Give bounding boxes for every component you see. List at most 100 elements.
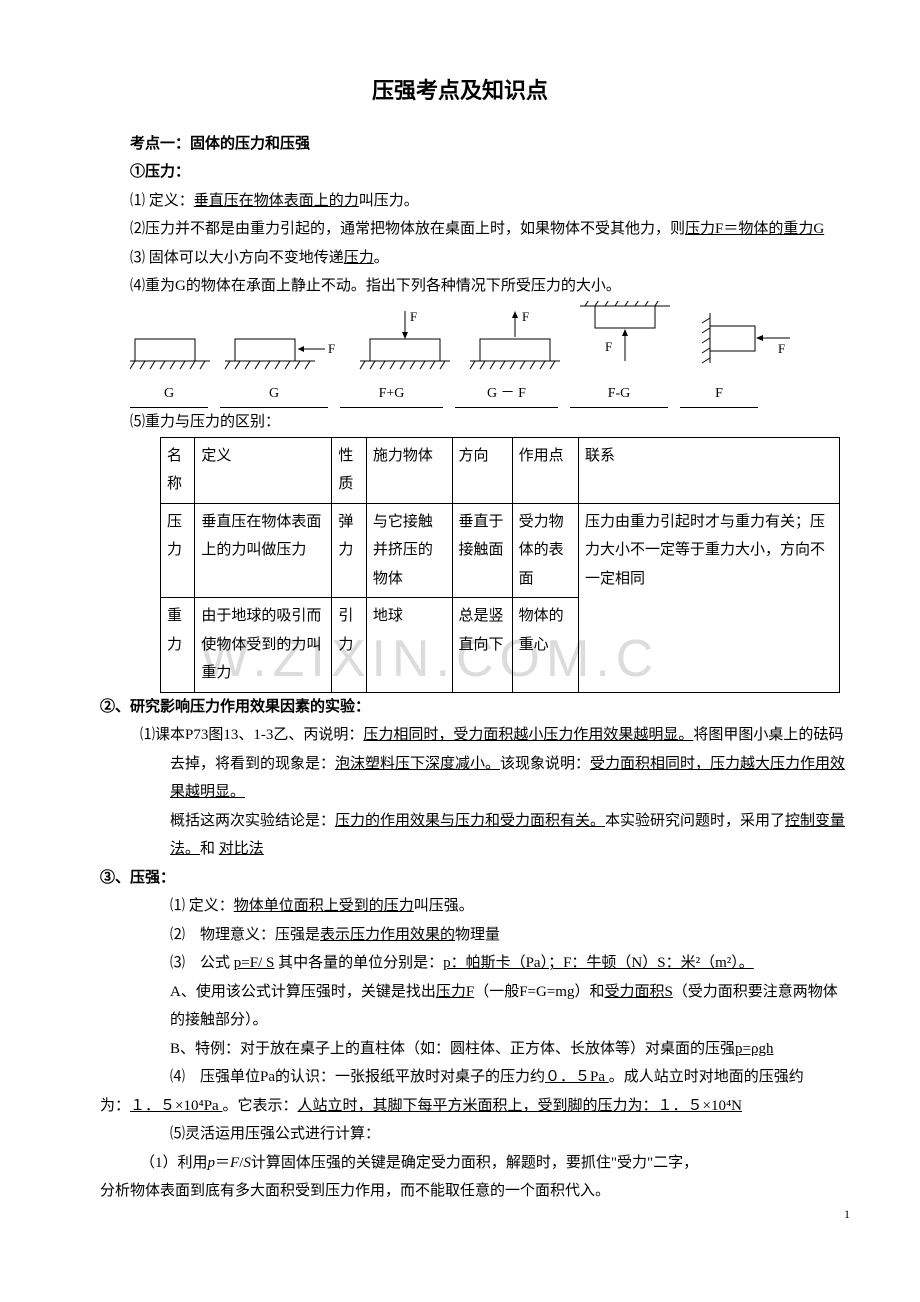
t: ⑶ 公式 (170, 955, 234, 971)
t: 物理量 (455, 927, 500, 943)
para-s3-2: ⑵ 物理意义：压强是表示压力作用效果的物理量 (70, 921, 850, 950)
ans: G (130, 381, 208, 409)
ans: G － F (455, 381, 558, 409)
td: 垂直压在物体表面上的力叫做压力 (195, 503, 332, 598)
t: ⑴ 定义： (130, 193, 194, 209)
page-number: 1 (844, 1203, 850, 1226)
ans: G (220, 381, 328, 409)
ans: F (680, 381, 758, 409)
t: 压力 (344, 250, 374, 266)
para-s3-B: B、特例：对于放在桌子上的直柱体（如：圆柱体、正方体、长放体等）对桌面的压强p=… (70, 1035, 850, 1064)
para-s3-5: ⑸灵活运用压强公式进行计算： (70, 1120, 850, 1149)
heading-s1: ①压力： (70, 158, 850, 187)
t: p：帕斯卡（Pa）；F：牛顿（N）S：米²（m²）。 (443, 955, 754, 971)
t: 表示压力作用效果的 (320, 927, 455, 943)
t: 。它表示： (222, 1098, 297, 1114)
th: 定义 (195, 437, 332, 503)
t: １．５×10⁴Pa (130, 1098, 222, 1114)
answers-row: G G F+G G － F F-G F (70, 381, 850, 409)
td: 与它接触并挤压的物体 (366, 503, 452, 598)
t: 压力相同时，受力面积越小压力作用效果越明显。 (363, 727, 693, 743)
th: 施力物体 (366, 437, 452, 503)
t: 人站立时，其脚下每平方米面积上，受到脚的压力为：１．５×10⁴N (297, 1098, 742, 1114)
para-s3-5-1: （1）利用p＝F/S计算固体压强的关键是确定受力面积，解题时，要抓住"受力"二字… (70, 1149, 850, 1178)
t: ⑷ 压强单位Pa的认识：一张报纸平放时对桌子的压力约 (170, 1069, 545, 1085)
td: 弹力 (332, 503, 366, 598)
ans: F+G (340, 381, 443, 409)
page-title: 压强考点及知识点 (70, 70, 850, 112)
t: S (243, 1155, 251, 1171)
para-s3-4a: ⑷ 压强单位Pa的认识：一张报纸平放时对桌子的压力约０．５Pa 。成人站立时对地… (70, 1063, 850, 1092)
para-s1-5: ⑸重力与压力的区别： (70, 408, 850, 437)
t: p (208, 1155, 216, 1171)
td: 压力由重力引起时才与重力有关；压力大小不一定等于重力大小，方向不一定相同 (579, 503, 840, 692)
t: 压力F＝物体的重力G (685, 221, 824, 237)
td: 受力物体的表面 (512, 503, 578, 598)
td: 引力 (332, 598, 366, 693)
heading-k1: 考点一：固体的压力和压强 (70, 130, 850, 159)
td: 由于地球的吸引而使物体受到的力叫重力 (195, 598, 332, 693)
ans: F-G (570, 381, 668, 409)
t: ０．５Pa (545, 1069, 609, 1085)
th: 作用点 (512, 437, 578, 503)
t: 其中各量的单位分别是： (274, 955, 443, 971)
th: 联系 (579, 437, 840, 503)
t: 压力F (436, 984, 474, 1000)
t: p=ρgh (735, 1041, 773, 1057)
t: p=F/ S (234, 955, 275, 971)
force-diagrams: F F F F (130, 301, 910, 381)
para-s3-A: A、使用该公式计算压强时，关键是找出压力F（一般F=G=mg）和受力面积S（受力… (70, 978, 850, 1035)
th: 性质 (332, 437, 366, 503)
th: 名称 (161, 437, 195, 503)
t: 和 (200, 841, 219, 857)
t: F (230, 1155, 239, 1171)
t: 该现象说明： (500, 756, 590, 772)
t: （1）利用 (140, 1155, 208, 1171)
td: 物体的重心 (512, 598, 578, 693)
para-s1-1: ⑴ 定义：垂直压在物体表面上的力叫压力。 (70, 187, 850, 216)
t: 。 (374, 250, 389, 266)
para-s3-5-2: 分析物体表面到底有多大面积受到压力作用，而不能取任意的一个面积代入。 (70, 1177, 850, 1206)
svg-text:F: F (605, 339, 612, 354)
para-s1-3: ⑶ 固体可以大小方向不变地传递压力。 (70, 244, 850, 273)
svg-text:F: F (522, 309, 529, 324)
t: 泡沫塑料压下深度减小。 (335, 756, 500, 772)
heading-s2: ②、研究影响压力作用效果因素的实验： (70, 693, 850, 722)
t: 叫压力。 (359, 193, 419, 209)
t: ⑵ 物理意义：压强是 (170, 927, 320, 943)
th: 方向 (452, 437, 512, 503)
para-s1-4: ⑷重为G的物体在承面上静止不动。指出下列各种情况下所受压力的大小。 (70, 272, 850, 301)
td: 垂直于接触面 (452, 503, 512, 598)
t: 。成人站立时对地面的压强约 (609, 1069, 804, 1085)
t: 对比法 (219, 841, 264, 857)
t: 物体单位面积上受到的压力 (234, 898, 414, 914)
comparison-table: 名称 定义 性质 施力物体 方向 作用点 联系 压力 垂直压在物体表面上的力叫做… (160, 437, 840, 693)
para-s3-3: ⑶ 公式 p=F/ S 其中各量的单位分别是：p：帕斯卡（Pa）；F：牛顿（N）… (70, 949, 850, 978)
svg-text:F: F (410, 309, 417, 324)
heading-s3: ③、压强： (70, 864, 850, 893)
t: ⑴课本P73图13、1-3乙、丙说明： (140, 727, 363, 743)
t: 压力的作用效果与压力和受力面积有关。 (335, 813, 605, 829)
t: 叫压强。 (414, 898, 474, 914)
td: 地球 (366, 598, 452, 693)
t: （一般F=G=mg）和 (474, 984, 604, 1000)
t: 为： (100, 1098, 130, 1114)
t: A、使用该公式计算压强时，关键是找出 (170, 984, 436, 1000)
t: 垂直压在物体表面上的力 (194, 193, 359, 209)
svg-text:F: F (778, 341, 785, 356)
t: 受力面积S (604, 984, 672, 1000)
td: 总是竖直向下 (452, 598, 512, 693)
t: 本实验研究问题时，采用了 (605, 813, 785, 829)
para-s2-1: ⑴课本P73图13、1-3乙、丙说明：压力相同时，受力面积越小压力作用效果越明显… (70, 721, 850, 807)
t: B、特例：对于放在桌子上的直柱体（如：圆柱体、正方体、长放体等）对桌面的压强 (170, 1041, 735, 1057)
td: 压力 (161, 503, 195, 598)
para-s3-4b: 为：１．５×10⁴Pa 。它表示：人站立时，其脚下每平方米面积上，受到脚的压力为… (70, 1092, 850, 1121)
t: ＝ (215, 1155, 230, 1171)
t: ⑶ 固体可以大小方向不变地传递 (130, 250, 344, 266)
para-s1-2: ⑵压力并不都是由重力引起的，通常把物体放在桌面上时，如果物体不受其他力，则压力F… (70, 215, 850, 244)
t: ⑵压力并不都是由重力引起的，通常把物体放在桌面上时，如果物体不受其他力，则 (130, 221, 685, 237)
para-s2-2: 概括这两次实验结论是：压力的作用效果与压力和受力面积有关。本实验研究问题时，采用… (70, 807, 850, 864)
t: ⑴ 定义： (170, 898, 234, 914)
t: 概括这两次实验结论是： (170, 813, 335, 829)
svg-text:F: F (328, 341, 335, 356)
